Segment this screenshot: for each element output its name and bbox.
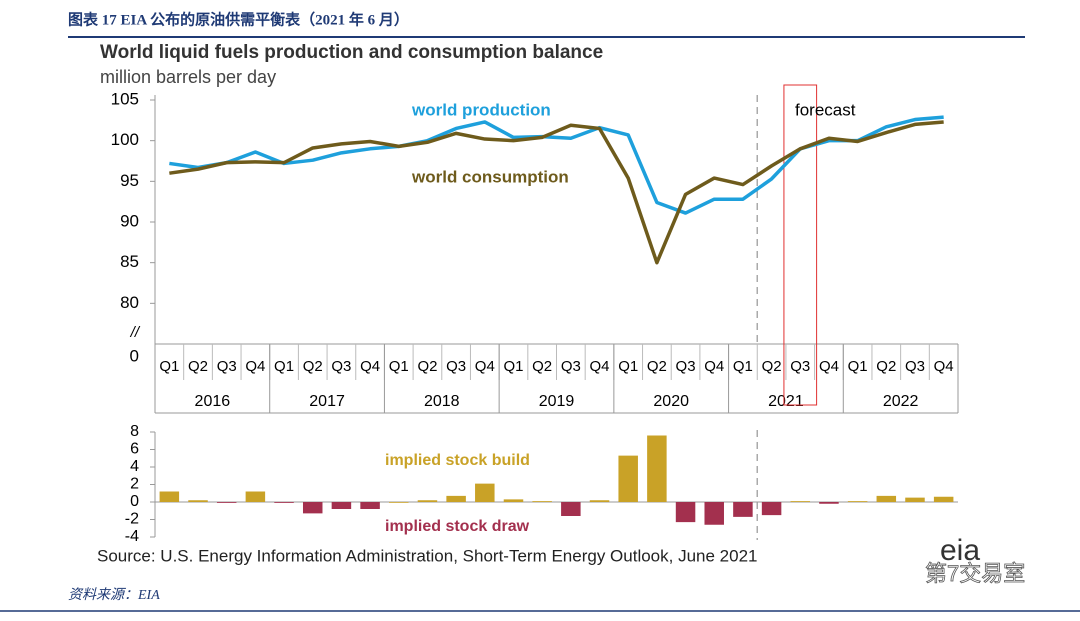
y-tick-label: 100 bbox=[111, 130, 139, 149]
x-tick-label: Q4 bbox=[475, 358, 495, 375]
y-tick-label: 4 bbox=[130, 458, 139, 475]
year-label: 2021 bbox=[768, 393, 804, 410]
bar bbox=[847, 501, 868, 502]
x-tick-label: Q2 bbox=[188, 358, 208, 375]
x-tick-label: Q4 bbox=[360, 358, 380, 375]
x-tick-label: Q1 bbox=[618, 358, 638, 375]
series-label: implied stock build bbox=[385, 452, 530, 469]
x-tick-label: Q4 bbox=[704, 358, 724, 375]
bar bbox=[933, 496, 954, 502]
bar bbox=[905, 497, 925, 502]
y-tick-label: 0 bbox=[130, 493, 139, 510]
bar bbox=[159, 491, 180, 502]
bar bbox=[446, 495, 466, 502]
year-label: 2017 bbox=[309, 393, 345, 410]
bar bbox=[475, 483, 495, 502]
y-tick-label: -2 bbox=[125, 511, 139, 528]
bar bbox=[302, 502, 323, 514]
bar bbox=[819, 502, 839, 504]
year-label: 2016 bbox=[195, 393, 231, 410]
x-tick-label: Q3 bbox=[790, 358, 810, 375]
bar bbox=[589, 500, 610, 502]
footer-source: 资料来源：EIA bbox=[68, 587, 160, 603]
bar bbox=[360, 502, 380, 509]
bar bbox=[647, 435, 667, 502]
chart-title: World liquid fuels production and consum… bbox=[100, 42, 603, 63]
y-tick-label: 2 bbox=[130, 476, 139, 493]
source-note: Source: U.S. Energy Information Administ… bbox=[97, 546, 758, 565]
x-tick-label: Q2 bbox=[417, 358, 437, 375]
year-label: 2018 bbox=[424, 393, 460, 410]
x-tick-label: Q1 bbox=[389, 358, 409, 375]
series-label: world consumption bbox=[411, 167, 569, 186]
x-tick-label: Q3 bbox=[446, 358, 466, 375]
x-tick-label: Q1 bbox=[503, 358, 523, 375]
bar bbox=[675, 502, 696, 523]
x-tick-label: Q1 bbox=[733, 358, 753, 375]
x-tick-label: Q2 bbox=[647, 358, 667, 375]
series-label: implied stock draw bbox=[385, 518, 530, 535]
x-tick-label: Q4 bbox=[934, 358, 954, 375]
x-tick-label: Q4 bbox=[590, 358, 610, 375]
bar bbox=[704, 502, 724, 525]
bar bbox=[503, 499, 524, 502]
x-tick-label: Q2 bbox=[876, 358, 896, 375]
chart-subtitle: million barrels per day bbox=[100, 67, 276, 87]
y-tick-label: 8 bbox=[130, 423, 139, 440]
bar bbox=[532, 501, 552, 502]
y-tick-label: 90 bbox=[120, 211, 139, 230]
x-tick-label: Q2 bbox=[303, 358, 323, 375]
bar bbox=[216, 502, 237, 503]
watermark: 第7交易室 bbox=[925, 561, 1025, 586]
series-label: world production bbox=[411, 100, 551, 119]
x-tick-label: Q3 bbox=[905, 358, 925, 375]
bar bbox=[274, 502, 294, 503]
bar bbox=[331, 502, 352, 509]
x-tick-label: Q2 bbox=[762, 358, 782, 375]
x-tick-label: Q1 bbox=[848, 358, 868, 375]
year-label: 2022 bbox=[883, 393, 919, 410]
y-tick-label: 105 bbox=[111, 89, 139, 108]
bar bbox=[245, 491, 266, 502]
forecast-label: forecast bbox=[795, 100, 856, 119]
x-tick-label: Q2 bbox=[532, 358, 552, 375]
bar bbox=[188, 500, 208, 502]
y-tick-label: -4 bbox=[125, 528, 139, 545]
x-tick-label: Q3 bbox=[676, 358, 696, 375]
bar bbox=[417, 500, 438, 502]
y-tick-label: 95 bbox=[120, 171, 139, 190]
year-label: 2019 bbox=[539, 393, 575, 410]
bar bbox=[733, 502, 753, 517]
bar bbox=[618, 455, 638, 502]
x-tick-label: Q4 bbox=[819, 358, 839, 375]
y-tick-label: 80 bbox=[120, 293, 139, 312]
bar bbox=[561, 502, 581, 516]
year-label: 2020 bbox=[653, 393, 689, 410]
y-tick-label: 85 bbox=[120, 252, 139, 271]
x-tick-label: Q3 bbox=[561, 358, 581, 375]
bar bbox=[389, 502, 409, 503]
bar bbox=[876, 495, 897, 502]
bar bbox=[790, 501, 811, 502]
x-tick-label: Q4 bbox=[245, 358, 265, 375]
x-tick-label: Q3 bbox=[331, 358, 351, 375]
y-origin-label: 0 bbox=[130, 346, 139, 365]
x-tick-label: Q3 bbox=[217, 358, 237, 375]
x-tick-label: Q1 bbox=[159, 358, 179, 375]
forecast-highlight bbox=[783, 84, 818, 406]
bar bbox=[761, 502, 782, 516]
y-tick-label: 6 bbox=[130, 441, 139, 458]
x-tick-label: Q1 bbox=[274, 358, 294, 375]
logo: eia bbox=[940, 534, 980, 567]
line-series bbox=[169, 120, 944, 265]
header-title: 图表 17 EIA 公布的原油供需平衡表（2021 年 6 月） bbox=[68, 10, 409, 28]
axis-break: // bbox=[130, 324, 141, 341]
